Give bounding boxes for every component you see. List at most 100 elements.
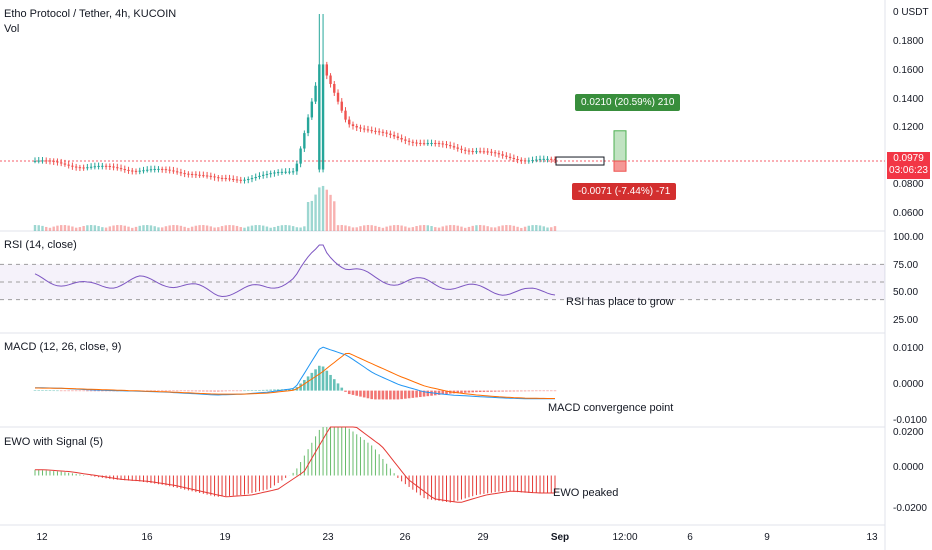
volume-bar (336, 225, 340, 231)
candle-body (82, 167, 85, 169)
macd-histogram-bar (56, 390, 59, 392)
volume-bar (89, 225, 93, 231)
volume-bar (101, 227, 104, 231)
macd-histogram-bar (310, 372, 314, 391)
candle-body (419, 142, 422, 144)
volume-bar (52, 226, 55, 231)
macd-histogram-bar (194, 390, 198, 392)
volume-bar (82, 225, 85, 231)
volume-bar (262, 225, 265, 231)
candle-body (239, 179, 242, 181)
volume-bar (74, 227, 78, 231)
candle-body (265, 173, 269, 175)
candle-body (194, 174, 198, 176)
macd-histogram-bar (441, 390, 445, 395)
macd-histogram-bar (497, 390, 501, 392)
candle-body (224, 178, 227, 180)
volume-bar (112, 225, 115, 231)
volume-bar (441, 226, 444, 231)
volume-bar (404, 226, 407, 231)
volume-bar (351, 227, 355, 231)
volume-bar (445, 225, 448, 231)
candle-body (217, 177, 220, 179)
macd-histogram-bar (351, 390, 355, 395)
candle-body (306, 117, 310, 134)
volume-bar (527, 225, 531, 231)
candle-body (138, 170, 141, 172)
candle-body (41, 160, 44, 162)
candle-body (175, 171, 179, 173)
macd-histogram-bar (179, 390, 183, 392)
macd-histogram-bar (419, 390, 422, 398)
macd-histogram-bar (392, 390, 396, 400)
macd-histogram-bar (396, 390, 400, 400)
candle-body (86, 167, 89, 169)
candle-body (168, 169, 171, 171)
time-label: 9 (764, 532, 770, 543)
volume-bar (310, 200, 314, 231)
macd-histogram-bar (482, 390, 486, 392)
volume-bar (516, 226, 519, 231)
rsi-tick: 25.00 (893, 315, 919, 326)
macd-histogram-bar (325, 370, 329, 391)
volume-bar (478, 225, 482, 231)
macd-histogram-bar (67, 390, 70, 392)
macd-tick: 0.0100 (893, 343, 924, 354)
volume-bar (33, 225, 37, 231)
candle-body (542, 158, 545, 160)
macd-histogram-bar (505, 390, 508, 392)
candle-body (325, 64, 328, 76)
candle-body (112, 166, 115, 168)
volume-bar (546, 227, 549, 231)
macd-histogram-bar (224, 390, 228, 392)
volume-bar (508, 225, 512, 231)
volume-bar (134, 226, 138, 231)
macd-histogram-bar (486, 390, 489, 392)
volume-bar (385, 226, 388, 231)
candle-body (149, 169, 153, 171)
candle-body (336, 92, 340, 102)
macd-histogram-bar (228, 390, 231, 392)
macd-histogram-bar (273, 389, 276, 391)
volume-bar (265, 226, 269, 231)
volume-bar (482, 225, 486, 231)
rsi-tick: 50.00 (893, 287, 919, 298)
macd-histogram-bar (340, 387, 344, 391)
rsi-tick: 75.00 (893, 260, 919, 271)
position-loss-label: -0.0071 (-7.44%) -71 (572, 183, 677, 200)
macd-histogram-bar (366, 390, 370, 399)
volume-bar (493, 227, 497, 231)
macd-histogram-bar (516, 390, 519, 392)
macd-histogram-bar (52, 390, 56, 392)
candle-body (280, 171, 284, 173)
volume-bar (366, 225, 370, 231)
volume-bar (168, 225, 171, 231)
candle-body (37, 160, 40, 162)
volume-bar (542, 226, 545, 231)
candle-body (523, 160, 527, 162)
candle-body (505, 155, 508, 157)
candle-body (104, 165, 108, 167)
price-tick: 0.0800 (893, 179, 924, 190)
candle-body (437, 143, 441, 145)
candle-body (385, 132, 388, 134)
volume-bar (523, 226, 527, 231)
volume-bar (303, 226, 306, 231)
volume-bar (146, 225, 149, 231)
candle-body (553, 159, 557, 161)
price-axis-unit: 0 USDT (893, 7, 929, 18)
candle-body (48, 160, 52, 162)
volume-bar (452, 225, 456, 231)
candle-body (232, 178, 235, 180)
macd-histogram-bar (407, 390, 411, 399)
macd-histogram-bar (250, 390, 254, 391)
candle-body (314, 85, 317, 102)
candle-body (288, 171, 291, 173)
volume-bar (295, 227, 299, 231)
candle-body (546, 158, 549, 160)
candle-body (430, 142, 433, 144)
macd-pane (33, 346, 557, 400)
macd-histogram-bar (344, 390, 347, 392)
